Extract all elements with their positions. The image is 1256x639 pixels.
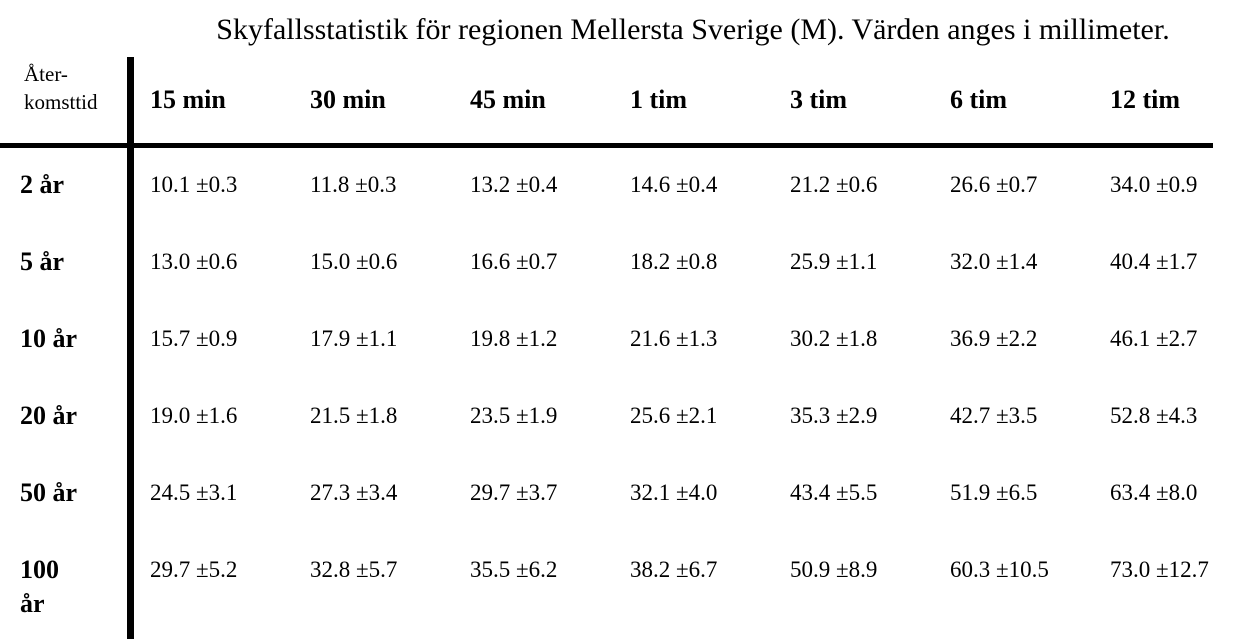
row-label: 2 år [20, 170, 65, 199]
value-cell: 29.7 ±3.7 [470, 480, 558, 505]
value-cell: 10.1 ±0.3 [150, 172, 238, 197]
column-header-15min: 15 min [150, 85, 226, 114]
value-cell: 17.9 ±1.1 [310, 326, 398, 351]
value-cell: 15.0 ±0.6 [310, 249, 398, 274]
row-label: 5 år [20, 247, 65, 276]
value-cell: 21.6 ±1.3 [630, 326, 718, 351]
value-cell: 32.1 ±4.0 [630, 480, 718, 505]
value-cell: 51.9 ±6.5 [950, 480, 1038, 505]
column-header-1tim: 1 tim [630, 85, 688, 114]
value-cell: 25.9 ±1.1 [790, 249, 878, 274]
value-cell: 30.2 ±1.8 [790, 326, 878, 351]
value-cell: 24.5 ±3.1 [150, 480, 238, 505]
value-cell: 73.0 ±12.7 [1110, 557, 1209, 582]
value-cell: 38.2 ±6.7 [630, 557, 718, 582]
table-title: Skyfallsstatistik för regionen Mellersta… [216, 13, 1170, 46]
value-cell: 50.9 ±8.9 [790, 557, 878, 582]
value-cell: 21.5 ±1.8 [310, 403, 398, 428]
column-header-45min: 45 min [470, 85, 546, 114]
value-cell: 25.6 ±2.1 [630, 403, 718, 428]
value-cell: 21.2 ±0.6 [790, 172, 878, 197]
value-cell: 35.5 ±6.2 [470, 557, 558, 582]
corner-label-return-period: Åter- komsttid [24, 62, 98, 114]
column-header-6tim: 6 tim [950, 85, 1008, 114]
value-cell: 52.8 ±4.3 [1110, 403, 1198, 428]
row-label: 50 år [20, 478, 78, 507]
value-cell: 15.7 ±0.9 [150, 326, 238, 351]
value-cell: 13.0 ±0.6 [150, 249, 238, 274]
value-cell: 40.4 ±1.7 [1110, 249, 1198, 274]
column-header-3tim: 3 tim [790, 85, 848, 114]
value-cell: 42.7 ±3.5 [950, 403, 1038, 428]
column-header-30min: 30 min [310, 85, 386, 114]
row-label: 10 år [20, 324, 78, 353]
value-cell: 43.4 ±5.5 [790, 480, 878, 505]
value-cell: 34.0 ±0.9 [1110, 172, 1198, 197]
value-cell: 29.7 ±5.2 [150, 557, 238, 582]
value-cell: 36.9 ±2.2 [950, 326, 1038, 351]
vertical-divider [127, 57, 134, 639]
value-cell: 19.8 ±1.2 [470, 326, 558, 351]
header-rule [0, 143, 1213, 148]
value-cell: 18.2 ±0.8 [630, 249, 718, 274]
value-cell: 32.8 ±5.7 [310, 557, 398, 582]
value-cell: 46.1 ±2.7 [1110, 326, 1198, 351]
value-cell: 32.0 ±1.4 [950, 249, 1038, 274]
value-cell: 23.5 ±1.9 [470, 403, 558, 428]
value-cell: 35.3 ±2.9 [790, 403, 878, 428]
value-cell: 16.6 ±0.7 [470, 249, 558, 274]
rainfall-statistics-table: Åter- komsttid 15 min 30 min 45 min 1 ti… [0, 55, 1256, 639]
value-cell: 19.0 ±1.6 [150, 403, 238, 428]
value-cell: 14.6 ±0.4 [630, 172, 718, 197]
value-cell: 27.3 ±3.4 [310, 480, 398, 505]
value-cell: 63.4 ±8.0 [1110, 480, 1198, 505]
value-cell: 60.3 ±10.5 [950, 557, 1049, 582]
value-cell: 13.2 ±0.4 [470, 172, 558, 197]
value-cell: 26.6 ±0.7 [950, 172, 1038, 197]
value-cell: 11.8 ±0.3 [310, 172, 397, 197]
row-label: 20 år [20, 401, 78, 430]
row-label: 100 år [20, 555, 59, 618]
column-header-12tim: 12 tim [1110, 85, 1181, 114]
